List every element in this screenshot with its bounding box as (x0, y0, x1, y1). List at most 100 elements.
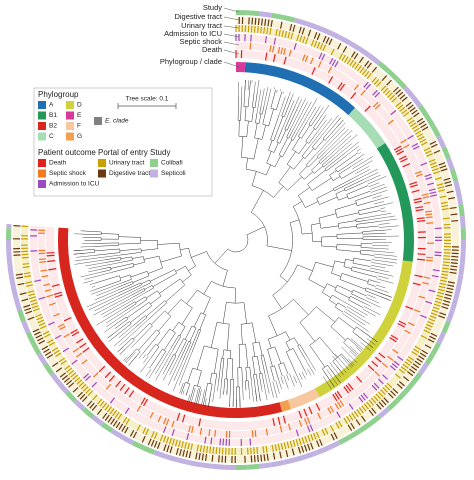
legend-label: B1 (49, 112, 57, 119)
study-arc (460, 216, 466, 228)
legend-swatch (38, 122, 46, 130)
study-arc (236, 465, 248, 470)
legend-title: Study (150, 148, 170, 157)
septic-tick (39, 259, 46, 260)
legend-label: Colibafi (161, 160, 183, 167)
death-tick (46, 253, 54, 254)
urinary-tick (443, 218, 450, 219)
urinary-tick (254, 26, 255, 33)
digestive-tick (219, 455, 220, 462)
study-arc (461, 228, 466, 240)
digestive-tick (261, 455, 262, 462)
urinary-tick (261, 27, 262, 34)
legend-swatch (150, 170, 158, 178)
death-tick (417, 254, 425, 255)
legend-label: E (77, 112, 82, 119)
urinary-tick (257, 447, 258, 454)
legend-label: C (49, 133, 54, 140)
legend-swatch (38, 112, 46, 120)
urinary-tick (22, 257, 29, 258)
study-arc (6, 240, 11, 252)
ring-label: Study (203, 3, 222, 12)
digestive-tick (451, 263, 458, 264)
digestive-tick (254, 455, 255, 462)
legend-swatch (38, 170, 46, 178)
legend-label: B2 (49, 123, 57, 130)
death-tick (417, 259, 425, 260)
study-arc (6, 252, 12, 264)
digestive-tick (212, 455, 213, 462)
phylogroup-arc (236, 62, 245, 72)
legend-swatch (150, 159, 158, 167)
digestive-tick (451, 260, 458, 261)
digestive-tick (252, 18, 253, 25)
urinary-tick (210, 446, 211, 453)
urinary-tick (22, 264, 29, 265)
legend-label: F (77, 123, 81, 130)
digestive-tick (258, 18, 259, 25)
urinary-tick (219, 447, 220, 454)
legend-swatch (98, 170, 106, 178)
study-arc (212, 464, 224, 470)
legend-label: Septic shock (49, 170, 87, 177)
septic-tick (39, 262, 46, 263)
urinary-tick (213, 447, 214, 454)
digestive-tick (451, 221, 458, 222)
legend-swatch (66, 133, 74, 141)
legend-swatch (66, 101, 74, 109)
urinary-tick (216, 447, 217, 454)
urinary-tick (258, 26, 259, 33)
legend-label: G (77, 133, 82, 140)
legend-swatch (38, 180, 46, 188)
digestive-tick (450, 266, 457, 267)
digestive-tick (451, 214, 458, 215)
legend-label: E. clade (105, 118, 129, 125)
septic-tick (426, 217, 433, 218)
digestive-tick (451, 256, 458, 257)
urinary-tick (251, 26, 252, 33)
septic-tick (252, 430, 253, 437)
legend-label: A (49, 102, 54, 109)
icu-tick (251, 35, 252, 42)
legend-swatch (38, 133, 46, 141)
legend-label: Urinary tract (109, 160, 145, 167)
study-arc (248, 464, 260, 470)
urinary-tick (443, 262, 450, 263)
digestive-tick (262, 19, 263, 26)
death-tick (47, 255, 55, 256)
septic-tick (215, 430, 216, 437)
septic-tick (426, 257, 433, 258)
urinary-tick (443, 256, 450, 257)
legend-swatch (94, 117, 102, 125)
urinary-tick (254, 447, 255, 454)
ring-label: Digestive tract (174, 12, 222, 21)
icu-tick (434, 255, 441, 256)
ring-label: Death (202, 45, 222, 54)
icu-tick (220, 438, 221, 445)
urinary-tick (443, 224, 450, 225)
death-tick (417, 221, 425, 222)
icu-tick (211, 438, 212, 445)
urinary-tick (443, 259, 450, 260)
legend-label: Digestive tract (109, 170, 150, 177)
septic-tick (255, 430, 256, 437)
legend-label: Septicoli (161, 170, 186, 177)
septic-tick (426, 223, 433, 224)
ring-label: Phylogroup / clade (160, 57, 222, 66)
legend-swatch (98, 159, 106, 167)
study-arc (6, 228, 11, 240)
digestive-tick (258, 455, 259, 462)
study-arc (460, 252, 466, 264)
study-arc (236, 10, 248, 15)
legend-title: Portal of entry (98, 148, 148, 157)
study-arc (461, 240, 466, 252)
study-arc (224, 465, 236, 470)
urinary-tick (442, 265, 449, 266)
legend-swatch (38, 159, 46, 167)
legend-swatch (38, 101, 46, 109)
legend-swatch (66, 122, 74, 130)
legend-label: Admission to ICU (49, 181, 100, 188)
legend-label: D (77, 102, 82, 109)
septic-tick (250, 43, 251, 50)
